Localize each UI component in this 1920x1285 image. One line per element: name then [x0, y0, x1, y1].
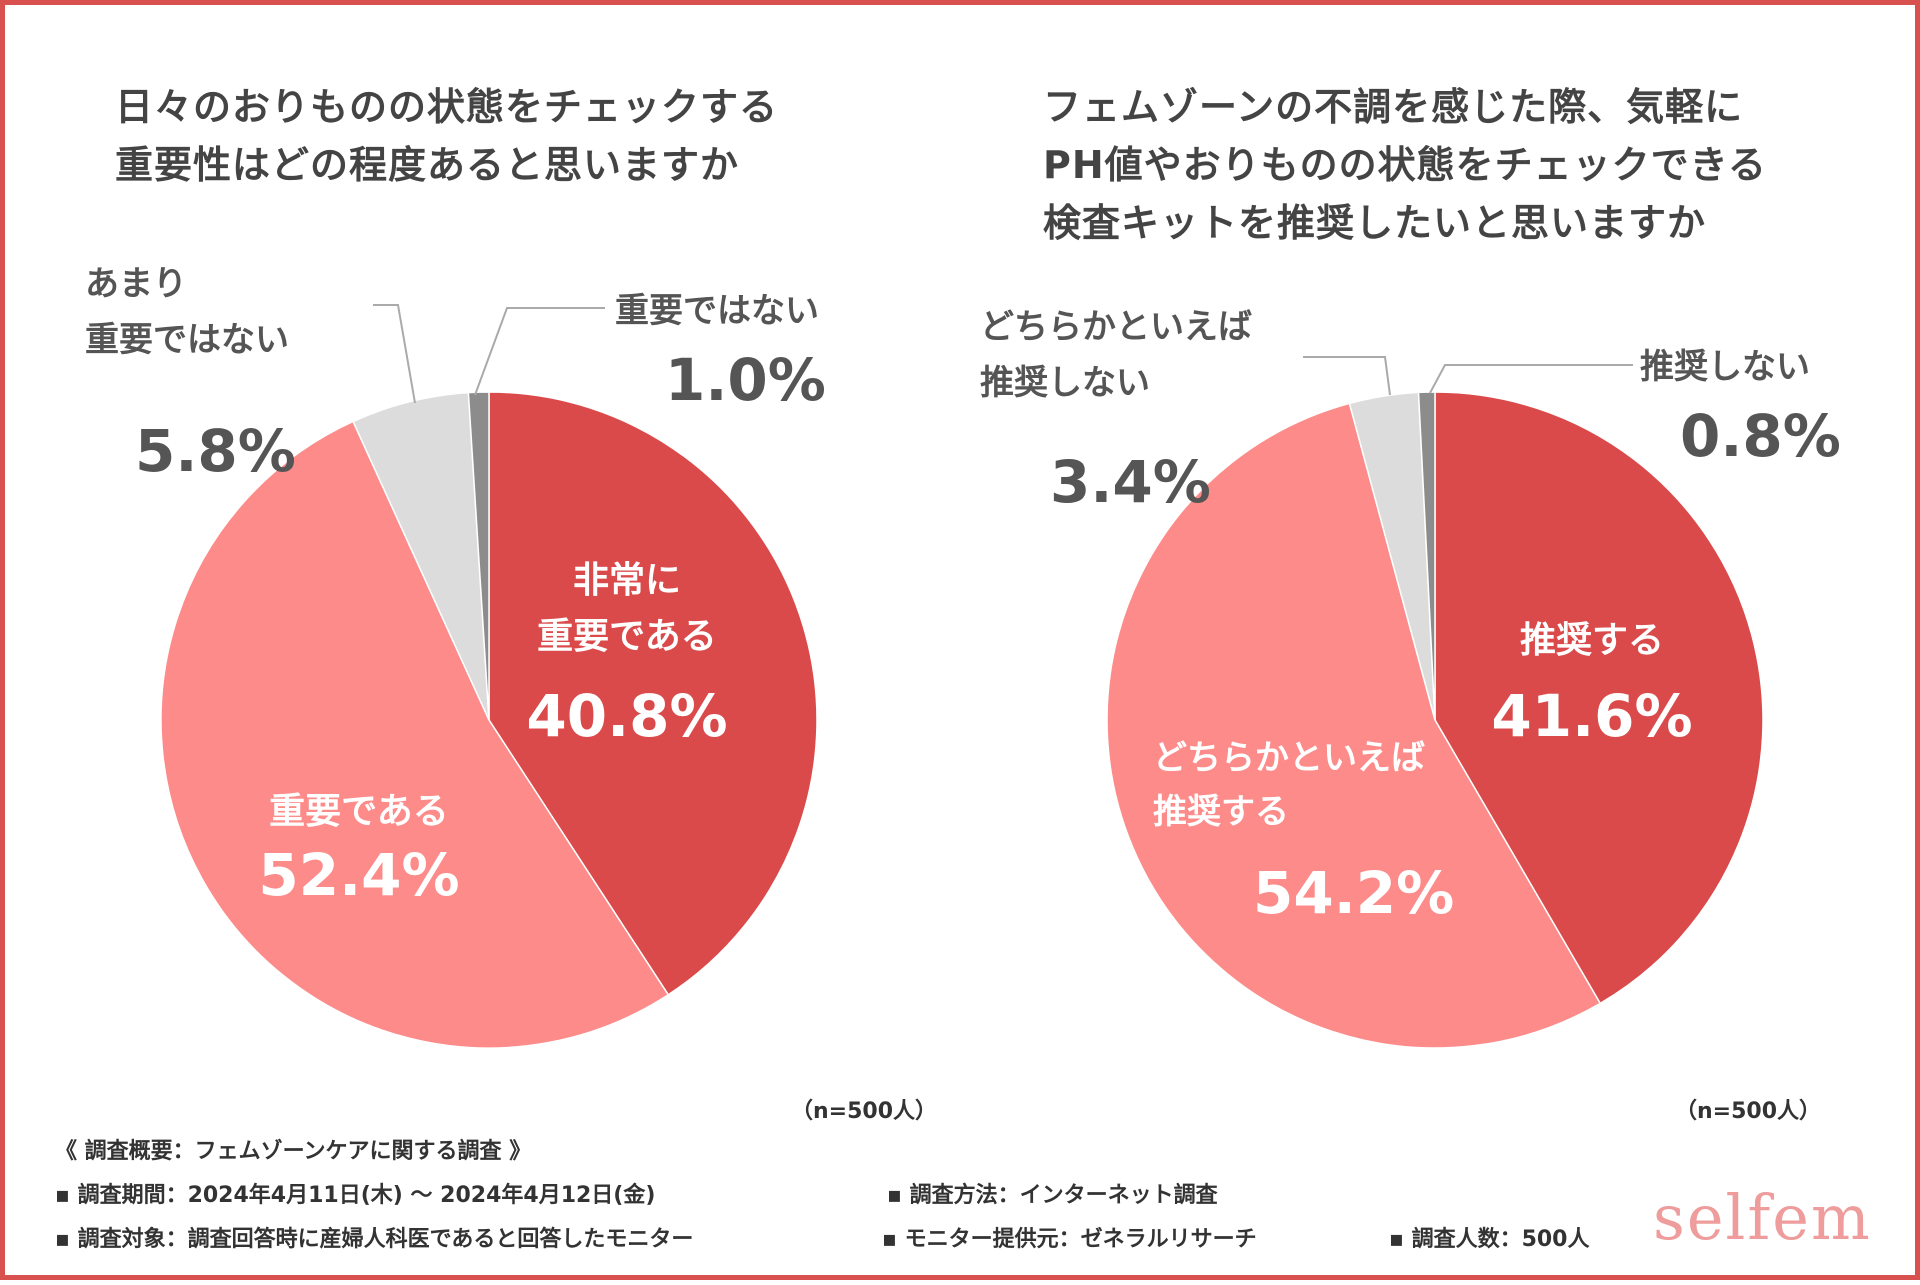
- left-slice-percent-3: 1.0%: [665, 346, 826, 414]
- survey-target: ▪ 調査対象：調査回答時に産婦人科医であると回答したモニター: [55, 1227, 694, 1252]
- right-slice-label-0: 推奨する: [1520, 620, 1664, 661]
- left-slice-percent-1: 52.4%: [258, 841, 459, 909]
- left-slice-label-0: 重要である: [537, 616, 717, 657]
- survey-provider: ▪ モニター提供元：ゼネラルリサーチ: [882, 1227, 1257, 1252]
- right-slice-percent-3: 0.8%: [1680, 402, 1841, 470]
- left-pie-slice-3: [467, 391, 490, 721]
- right-chart-title: フェムゾーンの不調を感じた際、気軽に PH値やおりものの状態をチェックできる 検…: [1043, 78, 1767, 252]
- left-pie-slice-0: [488, 391, 818, 996]
- right-leader-line-2: [1303, 356, 1391, 396]
- right-title-line: 検査キットを推奨したいと思いますか: [1043, 201, 1707, 245]
- left-slice-percent-0: 40.8%: [526, 682, 727, 750]
- brand-logo: selfem: [1653, 1181, 1872, 1254]
- right-slice-percent-2: 3.4%: [1050, 448, 1211, 516]
- left-slice-label-2: 重要ではない: [85, 320, 289, 360]
- survey-count: ▪ 調査人数：500人: [1389, 1227, 1590, 1252]
- left-title-line: 日々のおりものの状態をチェックする: [115, 85, 779, 129]
- left-title-line: 重要性はどの程度あると思いますか: [115, 143, 740, 187]
- left-chart-title: 日々のおりものの状態をチェックする 重要性はどの程度あると思いますか: [115, 78, 778, 194]
- left-slice-percent-2: 5.8%: [135, 417, 296, 485]
- left-slice-label-1: 重要である: [269, 791, 449, 832]
- right-leader-line-3: [1429, 364, 1633, 394]
- survey-heading: 《 調査概要：フェムゾーンケアに関する調査 》: [55, 1139, 532, 1164]
- survey-period: ▪ 調査期間：2024年4月11日(木) 〜 2024年4月12日(金): [55, 1183, 656, 1208]
- right-slice-percent-1: 54.2%: [1253, 859, 1454, 927]
- left-leader-line-3: [474, 307, 605, 396]
- right-slice-label-2: 推奨しない: [980, 363, 1150, 403]
- left-slice-label-3: 重要ではない: [615, 291, 819, 331]
- survey-method: ▪ 調査方法：インターネット調査: [887, 1183, 1218, 1208]
- right-title-line: フェムゾーンの不調を感じた際、気軽に: [1043, 85, 1744, 129]
- left-sample-size: （n=500人）: [791, 1099, 938, 1124]
- right-slice-label-1: 推奨する: [1153, 792, 1289, 832]
- right-title-line: PH値やおりものの状態をチェックできる: [1043, 143, 1767, 187]
- right-slice-percent-0: 41.6%: [1491, 682, 1692, 750]
- right-slice-label-1: どちらかといえば: [1153, 738, 1425, 778]
- left-slice-label-2: あまり: [85, 264, 187, 304]
- right-sample-size: （n=500人）: [1675, 1099, 1822, 1124]
- right-pie-slice-3: [1417, 391, 1436, 721]
- right-slice-label-3: 推奨しない: [1640, 347, 1810, 387]
- left-pie-slice-1: [160, 420, 670, 1049]
- left-leader-line-2: [373, 304, 416, 404]
- right-pie-slice-0: [1434, 391, 1764, 1005]
- left-slice-label-0: 非常に: [573, 560, 681, 601]
- right-pie-slice-1: [1106, 402, 1602, 1049]
- right-slice-label-2: どちらかといえば: [980, 307, 1252, 347]
